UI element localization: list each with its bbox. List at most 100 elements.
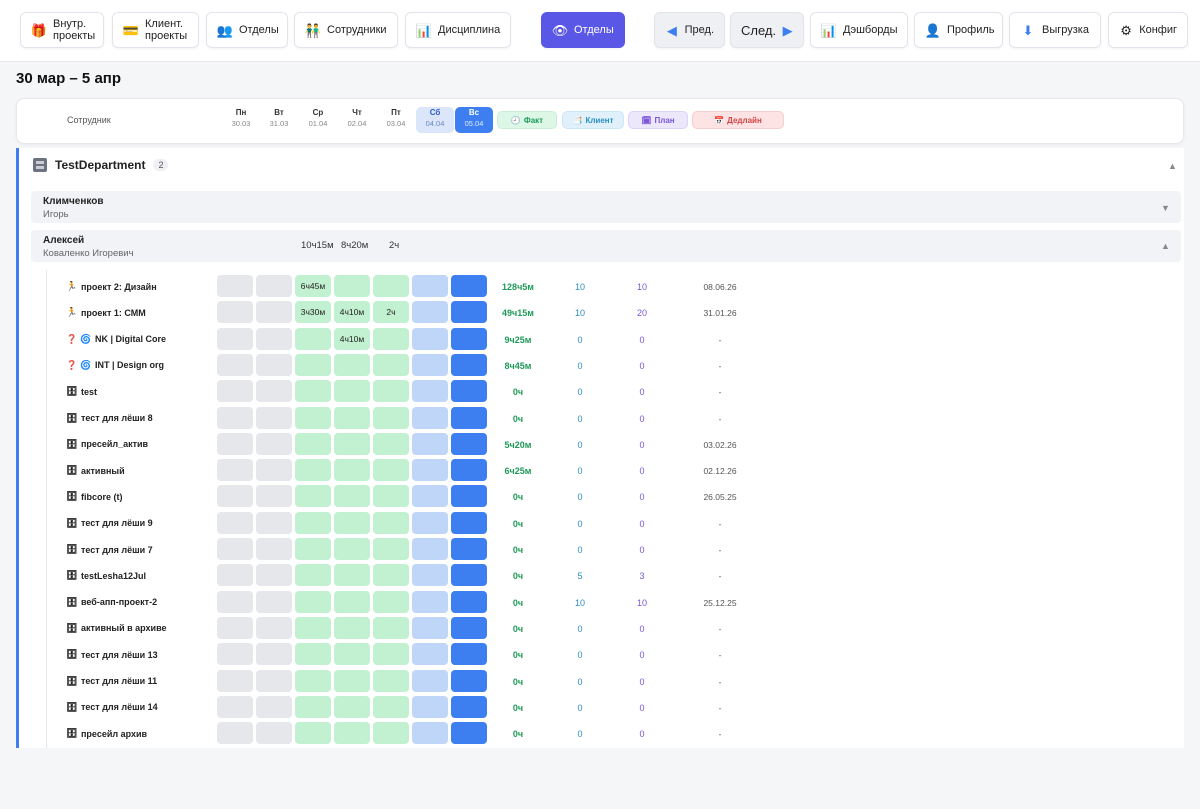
day-cell[interactable] (451, 485, 487, 508)
day-cell[interactable] (217, 616, 253, 639)
day-cell[interactable] (295, 327, 331, 350)
day-cell[interactable] (373, 695, 409, 718)
day-cell[interactable] (373, 406, 409, 429)
day-cell[interactable] (373, 327, 409, 350)
day-cell[interactable] (334, 538, 370, 560)
day-cell[interactable] (373, 564, 409, 587)
day-cell[interactable] (217, 485, 253, 508)
day-cell[interactable] (373, 432, 409, 455)
day-cell[interactable] (451, 353, 487, 376)
day-cell[interactable] (334, 406, 370, 429)
day-cell[interactable] (412, 275, 448, 297)
day-cell[interactable] (217, 643, 253, 666)
day-cell[interactable] (412, 459, 448, 482)
day-cell[interactable] (295, 406, 331, 429)
day-cell[interactable] (451, 275, 487, 297)
day-cell[interactable] (412, 301, 448, 324)
day-cell[interactable] (451, 432, 487, 455)
project-row[interactable]: 🗄 активный в архиве 0ч 0 0 - (47, 616, 1185, 641)
day-cell[interactable] (295, 616, 331, 639)
day-cell[interactable] (256, 459, 292, 482)
day-cell[interactable] (412, 380, 448, 403)
day-cell[interactable] (334, 590, 370, 613)
day-cell[interactable] (373, 353, 409, 376)
day-cell[interactable] (217, 511, 253, 534)
day-cell[interactable] (373, 511, 409, 534)
day-cell[interactable] (217, 695, 253, 718)
project-row[interactable]: 🗄 тест для лёши 9 0ч 0 0 - (47, 511, 1185, 536)
day-cell[interactable] (373, 590, 409, 613)
day-cell[interactable]: 6ч45м (295, 275, 331, 297)
day-cell[interactable] (295, 669, 331, 692)
day-cell[interactable] (451, 301, 487, 324)
day-cell[interactable] (451, 406, 487, 429)
day-cell[interactable] (295, 485, 331, 508)
day-cell[interactable] (373, 380, 409, 403)
day-cell[interactable] (412, 406, 448, 429)
day-cell[interactable] (295, 590, 331, 613)
day-cell[interactable] (334, 485, 370, 508)
day-cell[interactable] (334, 380, 370, 403)
day-cell[interactable] (217, 275, 253, 297)
day-cell[interactable] (334, 695, 370, 718)
day-cell[interactable] (451, 669, 487, 692)
day-cell[interactable]: 2ч (373, 301, 409, 324)
day-cell[interactable] (334, 616, 370, 639)
day-cell[interactable] (373, 616, 409, 639)
export-button[interactable]: ⬇ Выгрузка (1009, 12, 1101, 48)
day-cell[interactable] (256, 327, 292, 350)
project-row[interactable]: ❓ 🌀 INT | Design org 8ч45м 0 0 - (47, 353, 1185, 378)
day-cell[interactable] (373, 485, 409, 508)
internal-projects-button[interactable]: 🎁 Внутр. проекты (20, 12, 104, 48)
day-cell[interactable]: 4ч10м (334, 301, 370, 324)
day-cell[interactable] (295, 511, 331, 534)
config-button[interactable]: ⚙ Конфиг (1108, 12, 1188, 48)
day-cell[interactable] (334, 643, 370, 666)
day-cell[interactable] (334, 669, 370, 692)
day-cell[interactable] (412, 564, 448, 587)
day-cell[interactable] (412, 669, 448, 692)
day-cell[interactable] (451, 616, 487, 639)
project-row[interactable]: 🗄 тест для лёши 13 0ч 0 0 - (47, 643, 1185, 667)
day-cell[interactable] (217, 327, 253, 350)
day-cell[interactable]: 3ч30м (295, 301, 331, 324)
project-row[interactable]: 🗄 test 0ч 0 0 - (47, 380, 1185, 404)
day-cell[interactable] (295, 722, 331, 745)
day-cell[interactable] (451, 380, 487, 403)
day-cell[interactable] (256, 669, 292, 692)
day-cell[interactable] (412, 695, 448, 718)
day-cell[interactable] (217, 564, 253, 587)
day-cell[interactable] (256, 301, 292, 324)
day-cell[interactable] (256, 538, 292, 560)
day-cell[interactable] (451, 511, 487, 534)
day-cell[interactable] (451, 643, 487, 666)
day-cell[interactable] (256, 616, 292, 639)
day-cell[interactable] (295, 643, 331, 666)
day-cell[interactable] (412, 432, 448, 455)
day-cell[interactable] (373, 722, 409, 745)
day-cell[interactable] (217, 538, 253, 560)
project-row[interactable]: 🗄 тест для лёши 14 0ч 0 0 - (47, 695, 1185, 720)
day-cell[interactable] (256, 695, 292, 718)
day-cell[interactable] (256, 406, 292, 429)
chevron-up-icon[interactable]: ▲ (1168, 161, 1177, 171)
day-cell[interactable] (217, 432, 253, 455)
client-projects-button[interactable]: 💳 Клиент. проекты (112, 12, 199, 48)
day-cell[interactable] (256, 722, 292, 745)
day-cell[interactable] (217, 380, 253, 403)
day-cell[interactable] (256, 511, 292, 534)
day-cell[interactable] (412, 353, 448, 376)
day-cell[interactable] (217, 353, 253, 376)
day-cell[interactable] (412, 722, 448, 745)
day-cell[interactable] (373, 275, 409, 297)
day-cell[interactable] (334, 353, 370, 376)
day-cell[interactable] (451, 459, 487, 482)
day-cell[interactable] (373, 459, 409, 482)
project-row[interactable]: 🗄 тест для лёши 8 0ч 0 0 - (47, 406, 1185, 431)
day-cell[interactable] (295, 695, 331, 718)
day-cell[interactable] (295, 432, 331, 455)
day-cell[interactable] (217, 301, 253, 324)
day-cell[interactable] (412, 643, 448, 666)
departments-button[interactable]: 👥 Отделы (206, 12, 288, 48)
day-cell[interactable] (412, 485, 448, 508)
